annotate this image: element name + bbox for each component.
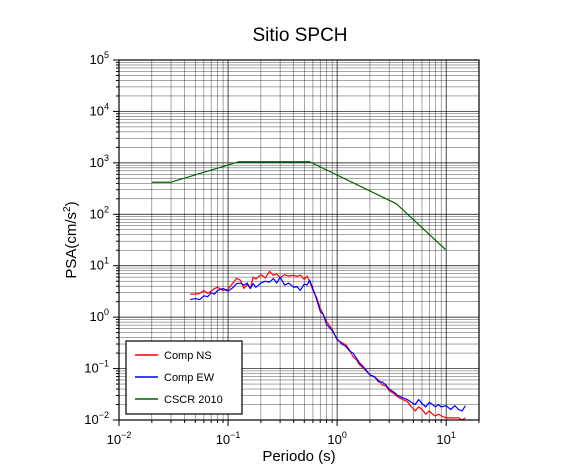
y-axis-label-base: PSA(cm/s xyxy=(63,212,80,279)
y-tick-label-exponent: 4 xyxy=(104,101,109,111)
x-tick-label: 101 xyxy=(436,430,455,447)
y-tick-label-base: 10 xyxy=(90,258,104,273)
chart-title: Sitio SPCH xyxy=(252,25,347,46)
y-tick-label: 103 xyxy=(90,153,109,170)
y-tick-label-exponent: −2 xyxy=(99,410,109,420)
y-tick-label-base: 10 xyxy=(90,309,104,324)
y-tick-label-exponent: 0 xyxy=(104,307,109,317)
legend-label-comp-ew: Comp EW xyxy=(164,372,215,384)
y-axis-label-sup: 2 xyxy=(62,206,73,212)
x-tick-label: 100 xyxy=(327,430,346,447)
y-tick-label-exponent: 1 xyxy=(104,256,109,266)
series-layer xyxy=(151,161,466,421)
y-tick-label-base: 10 xyxy=(90,52,104,67)
y-tick-label-exponent: 5 xyxy=(104,50,109,60)
x-tick-label: 10−2 xyxy=(107,430,132,447)
plot-frame xyxy=(118,59,480,421)
grid xyxy=(118,59,480,421)
legend-label-cscr-2010: CSCR 2010 xyxy=(164,394,223,406)
y-tick-label-base: 10 xyxy=(90,206,104,221)
x-tick-label-exponent: −2 xyxy=(121,430,131,440)
series-line-comp-ew xyxy=(190,276,466,412)
y-tick-label-base: 10 xyxy=(90,155,104,170)
y-tick-label-base: 10 xyxy=(84,412,98,427)
series-line-cscr-2010 xyxy=(151,161,447,251)
y-tick-label: 101 xyxy=(90,256,109,273)
y-axis-label-tail: ) xyxy=(63,201,80,206)
y-tick-label-base: 10 xyxy=(84,361,98,376)
x-tick-label-exponent: 1 xyxy=(451,430,456,440)
tick-marks xyxy=(113,59,480,426)
y-tick-label: 10−2 xyxy=(84,410,109,427)
y-tick-label-exponent: −1 xyxy=(99,359,109,369)
x-tick-label: 10−1 xyxy=(216,430,241,447)
x-tick-labels: 10−2 10−1 100 101 xyxy=(107,430,456,447)
y-tick-label: 102 xyxy=(90,204,109,221)
y-tick-label: 10−1 xyxy=(84,359,109,376)
x-tick-label-base: 10 xyxy=(216,432,230,447)
y-tick-label: 104 xyxy=(90,101,109,118)
y-tick-label-exponent: 2 xyxy=(104,204,109,214)
legend-label-comp-ns: Comp NS xyxy=(164,350,212,362)
legend: Comp NS Comp EW CSCR 2010 xyxy=(125,340,243,415)
y-tick-label-exponent: 3 xyxy=(104,153,109,163)
y-axis-label: PSA(cm/s2) xyxy=(62,201,80,278)
x-tick-label-base: 10 xyxy=(436,432,450,447)
x-tick-label-exponent: −1 xyxy=(230,430,240,440)
y-tick-label: 100 xyxy=(90,307,109,324)
x-tick-label-base: 10 xyxy=(107,432,121,447)
y-tick-label: 105 xyxy=(90,50,109,67)
x-axis-label: Periodo (s) xyxy=(262,448,335,465)
x-tick-label-exponent: 0 xyxy=(342,430,347,440)
y-tick-label-base: 10 xyxy=(90,103,104,118)
x-tick-label-base: 10 xyxy=(327,432,341,447)
